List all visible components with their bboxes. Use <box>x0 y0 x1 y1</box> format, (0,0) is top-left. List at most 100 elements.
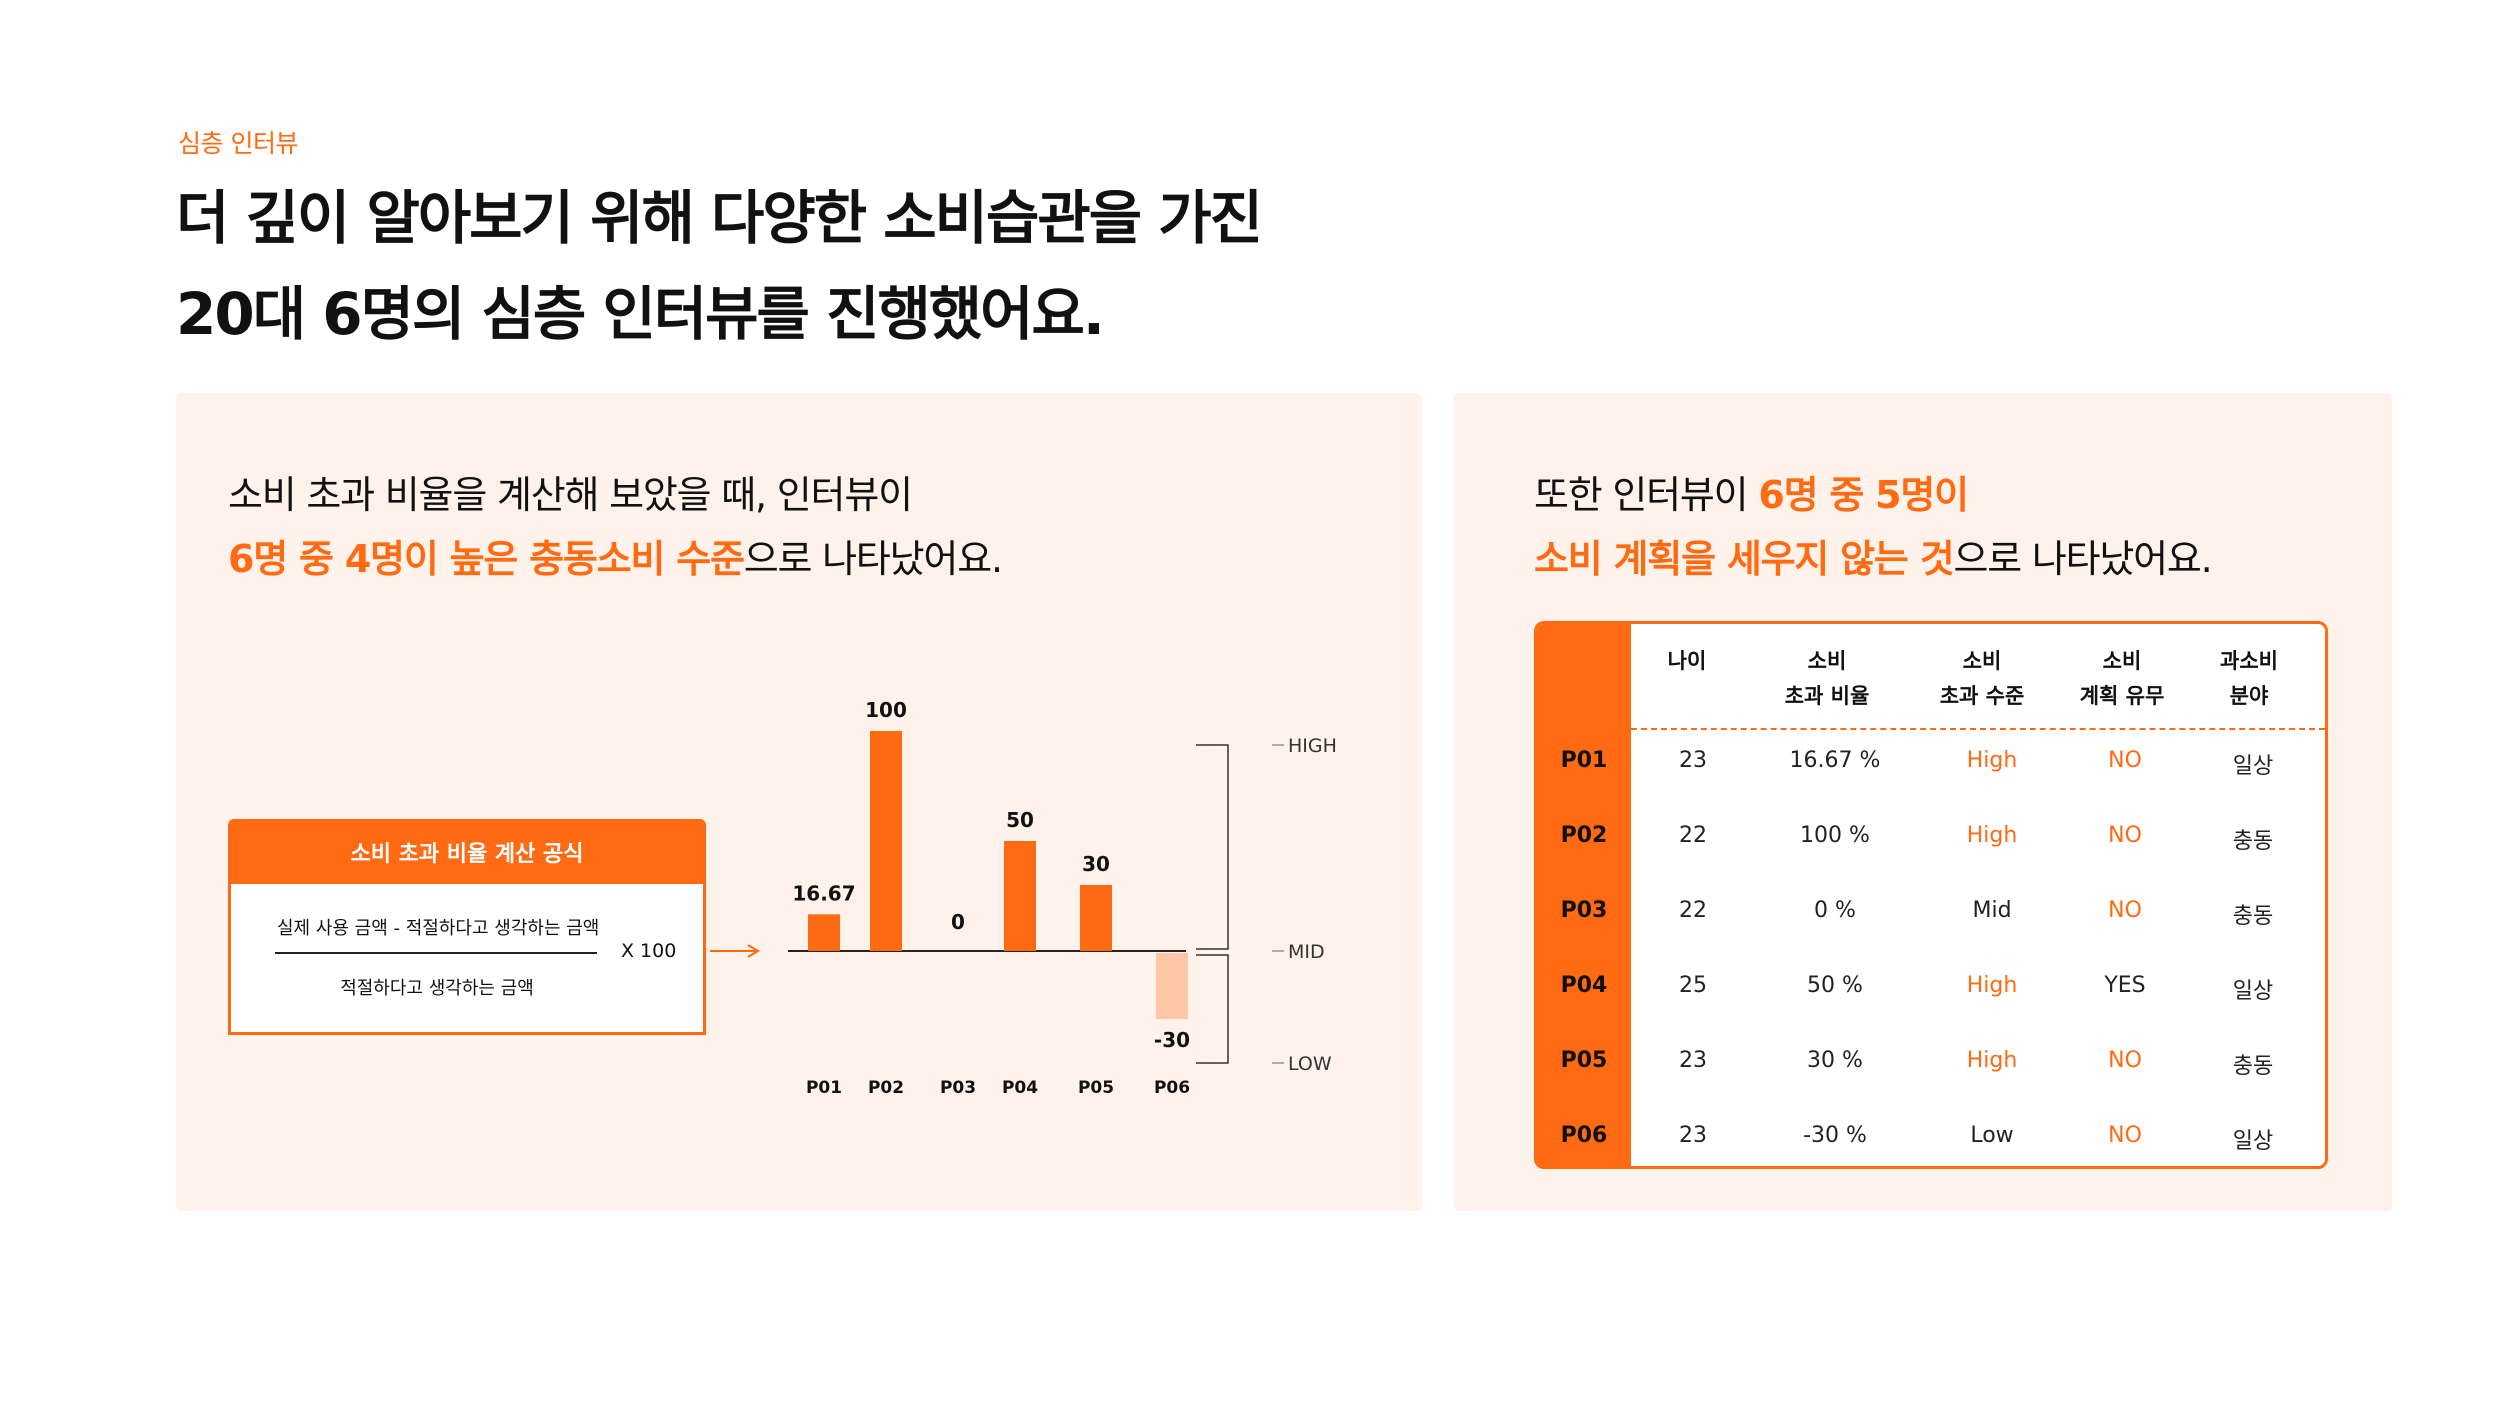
bar-p06 <box>1156 953 1188 1019</box>
left-title-line-2: 6명 중 4명이 높은 충동소비 수준으로 나타났어요. <box>228 527 1003 591</box>
cell-age: 22 <box>1679 898 1707 923</box>
x-tick-label: P03 <box>940 1078 976 1098</box>
excess-ratio-chart: 16.67 100 0 50 30 -30 P01 P02 P03 P04 P05 P06 HIGH… <box>710 698 1337 1098</box>
row-id: P05 <box>1560 1048 1608 1073</box>
impulse-spending-panel: 소비 초과 비율을 계산해 보았을 때, 인터뷰이 6명 중 4명이 높은 충동… <box>176 393 1422 1211</box>
bar-value-label: 30 <box>1082 852 1110 876</box>
header-age: 나이 <box>1627 644 1747 679</box>
cell-age: 23 <box>1679 1048 1707 1073</box>
x-tick-label: P04 <box>1002 1078 1038 1098</box>
header-plan-line-2: 계획 유무 <box>2079 684 2165 708</box>
formula-denominator: 적절하다고 생각하는 금액 <box>340 978 534 999</box>
header-age-line-1: 나이 <box>1667 649 1707 673</box>
cell-area: 충동 <box>2232 829 2274 854</box>
bar-p01 <box>808 914 840 951</box>
right-title-prefix: 또한 인터뷰이 <box>1534 473 1759 517</box>
cell-level: Mid <box>1972 898 2012 923</box>
cell-plan: NO <box>2108 823 2142 848</box>
header-level: 소비 초과 수준 <box>1922 644 2042 714</box>
bar-value-label: -30 <box>1154 1028 1190 1052</box>
right-panel-title: 또한 인터뷰이 6명 중 5명이 소비 계획을 세우지 않는 것으로 나타났어요… <box>1534 463 2213 591</box>
cell-ratio: 16.67 % <box>1789 748 1881 773</box>
row-id: P06 <box>1560 1123 1608 1148</box>
cell-area: 충동 <box>2232 1054 2274 1079</box>
header-ratio-line-2: 초과 비율 <box>1784 684 1870 708</box>
bar-value-label: 16.67 <box>792 881 855 905</box>
formula-box: 소비 초과 비율 계산 공식 실제 사용 금액 - 적절하다고 생각하는 금액 … <box>228 819 706 1035</box>
cell-level: Low <box>1970 1123 2014 1148</box>
cell-ratio: -30 % <box>1803 1123 1867 1148</box>
left-panel-title: 소비 초과 비율을 계산해 보았을 때, 인터뷰이 6명 중 4명이 높은 충동… <box>228 463 1003 591</box>
header-level-line-2: 초과 수준 <box>1939 684 2025 708</box>
cell-plan: NO <box>2108 898 2142 923</box>
header-ratio-line-1: 소비 <box>1807 649 1847 673</box>
x-tick-label: P05 <box>1078 1078 1114 1098</box>
header-ratio: 소비 초과 비율 <box>1767 644 1887 714</box>
cell-area: 일상 <box>2232 979 2274 1004</box>
left-title-line-1: 소비 초과 비율을 계산해 보았을 때, 인터뷰이 <box>228 473 913 517</box>
cell-ratio: 30 % <box>1807 1048 1863 1073</box>
bar-value-label: 100 <box>865 698 907 722</box>
row-id: P03 <box>1560 898 1608 923</box>
cell-area: 일상 <box>2232 754 2274 779</box>
bar-p02 <box>870 731 902 951</box>
cell-area: 충동 <box>2232 904 2274 929</box>
formula-title: 소비 초과 비율 계산 공식 <box>231 822 703 884</box>
row-id: P01 <box>1560 748 1608 773</box>
right-title-line-1: 또한 인터뷰이 6명 중 5명이 <box>1534 463 2212 527</box>
right-title-line-2: 소비 계획을 세우지 않는 것으로 나타났어요. <box>1534 527 2213 591</box>
cell-ratio: 100 % <box>1800 823 1870 848</box>
row-id: P04 <box>1560 973 1608 998</box>
x-tick-label: P02 <box>868 1078 904 1098</box>
fraction-bar <box>275 952 597 954</box>
id-column <box>1537 624 1631 1166</box>
bar-value-label: 0 <box>951 910 965 934</box>
cell-ratio: 0 % <box>1814 898 1856 923</box>
formula-multiplier: X 100 <box>621 940 677 962</box>
cell-age: 23 <box>1679 1123 1707 1148</box>
header-area-line-2: 분야 <box>2229 684 2269 708</box>
header-area-line-1: 과소비 <box>2220 649 2278 673</box>
header-level-line-1: 소비 <box>1962 649 2002 673</box>
x-tick-label: P06 <box>1154 1078 1190 1098</box>
bar-value-label: 50 <box>1006 808 1034 832</box>
cell-age: 25 <box>1679 973 1707 998</box>
headline-line-2: 20대 6명의 심층 인터뷰를 진행했어요. <box>176 280 1105 348</box>
low-bracket <box>1196 954 1229 1064</box>
cell-age: 22 <box>1679 823 1707 848</box>
left-title-emphasis: 6명 중 4명이 높은 충동소비 수준 <box>228 537 745 581</box>
level-low-label: LOW <box>1288 1053 1332 1075</box>
row-id: P02 <box>1560 823 1608 848</box>
right-title-emphasis-2: 소비 계획을 세우지 않는 것 <box>1534 537 1955 581</box>
section-label: 심층 인터뷰 <box>178 129 298 158</box>
cell-level: High <box>1966 748 2018 773</box>
cell-level: High <box>1966 973 2018 998</box>
headline-line-1: 더 깊이 알아보기 위해 다양한 소비습관을 가진 <box>176 184 1263 252</box>
left-title-rest: 으로 나타났어요. <box>743 537 1003 581</box>
level-high-label: HIGH <box>1288 735 1337 757</box>
cell-ratio: 50 % <box>1807 973 1863 998</box>
formula-numerator: 실제 사용 금액 - 적절하다고 생각하는 금액 <box>277 918 600 939</box>
header-area: 과소비 분야 <box>2189 644 2309 714</box>
interviewee-table: 나이 소비 초과 비율 소비 초과 수준 소비 계획 유무 과소비 분야 P01… <box>1534 621 2328 1169</box>
bar-p05 <box>1080 885 1112 951</box>
cell-plan: NO <box>2108 1123 2142 1148</box>
right-title-emphasis-1: 6명 중 5명이 <box>1758 473 1969 517</box>
high-bracket <box>1196 744 1229 950</box>
level-mid-label: MID <box>1288 941 1325 963</box>
right-title-rest: 으로 나타났어요. <box>1953 537 2212 581</box>
cell-plan: NO <box>2108 1048 2142 1073</box>
header-divider <box>1631 728 2325 730</box>
bar-p04 <box>1004 841 1036 951</box>
x-tick-label: P01 <box>806 1078 842 1098</box>
cell-level: High <box>1966 823 2018 848</box>
cell-area: 일상 <box>2232 1129 2274 1154</box>
cell-level: High <box>1966 1048 2018 1073</box>
cell-plan: YES <box>2104 973 2146 998</box>
header-plan: 소비 계획 유무 <box>2062 644 2182 714</box>
arrow-icon <box>747 944 760 958</box>
header-plan-line-1: 소비 <box>2102 649 2142 673</box>
cell-plan: NO <box>2108 748 2142 773</box>
cell-age: 23 <box>1679 748 1707 773</box>
page-title: 더 깊이 알아보기 위해 다양한 소비습관을 가진 20대 6명의 심층 인터뷰… <box>176 170 1776 362</box>
